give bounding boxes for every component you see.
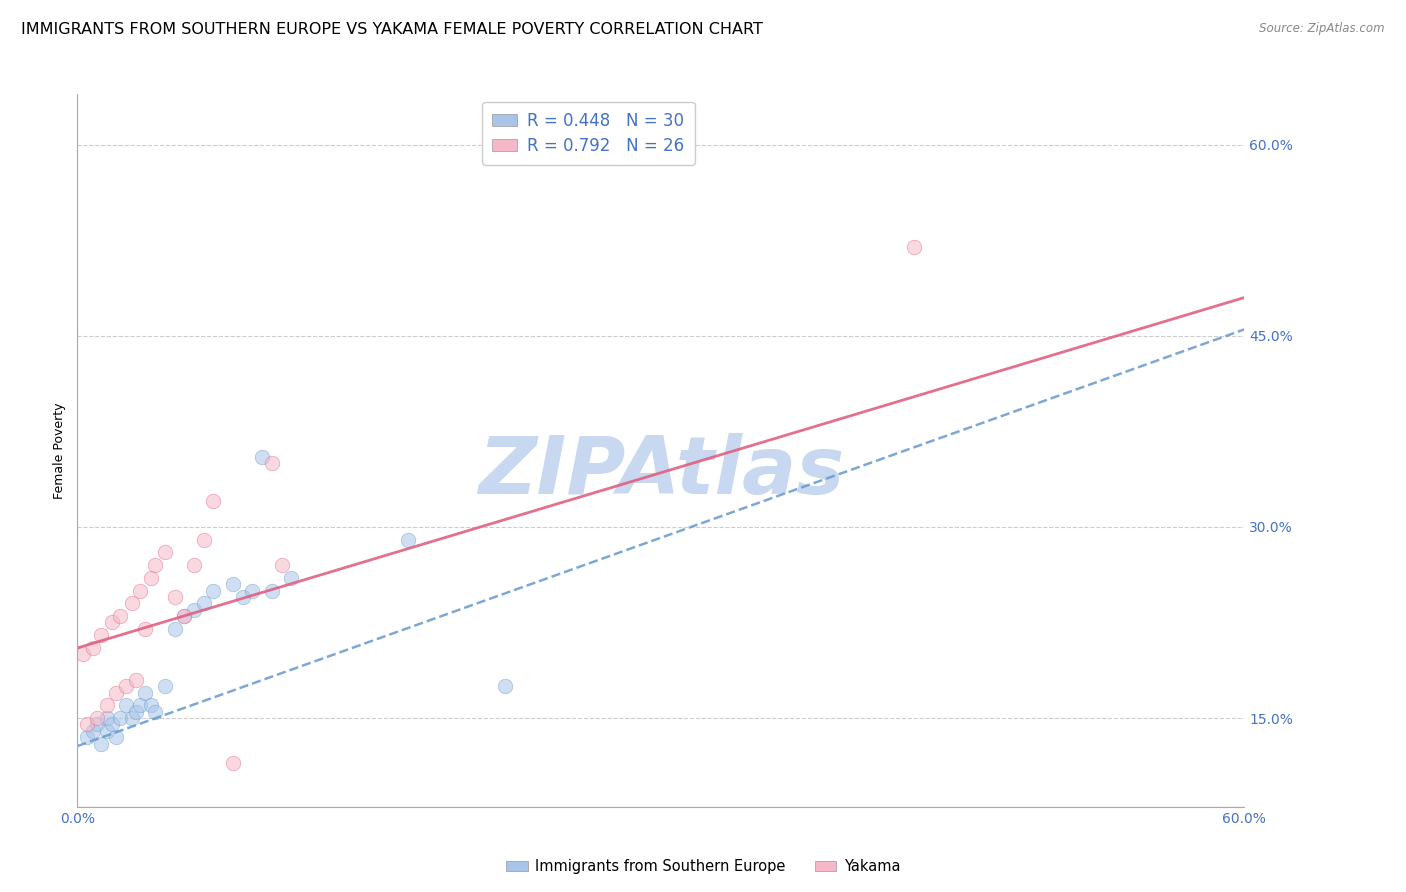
Point: [108, 609, 131, 624]
Point: [90, 737, 112, 751]
Point: [86, 717, 108, 731]
Point: [105, 685, 128, 699]
Point: [250, 450, 273, 464]
Point: [143, 558, 166, 573]
Point: [121, 711, 143, 725]
Text: ZIPAtlas: ZIPAtlas: [478, 433, 844, 511]
Y-axis label: Female Poverty: Female Poverty: [53, 402, 66, 499]
Point: [232, 590, 254, 604]
Point: [115, 698, 138, 713]
Point: [396, 533, 419, 547]
Point: [270, 558, 292, 573]
Point: [115, 679, 138, 693]
Point: [134, 685, 156, 699]
Point: [260, 583, 283, 598]
Point: [222, 577, 245, 591]
Point: [124, 673, 148, 687]
Point: [82, 723, 104, 738]
Point: [128, 698, 150, 713]
Point: [141, 698, 163, 713]
Point: [90, 628, 112, 642]
Point: [173, 609, 195, 624]
Point: [101, 717, 124, 731]
Point: [128, 583, 150, 598]
Point: [96, 723, 118, 738]
Point: [124, 705, 148, 719]
Point: [121, 596, 143, 610]
Point: [193, 596, 215, 610]
Point: [242, 583, 264, 598]
Point: [101, 615, 124, 630]
Legend: R = 0.448   N = 30, R = 0.792   N = 26: R = 0.448 N = 30, R = 0.792 N = 26: [482, 102, 695, 165]
Text: Source: ZipAtlas.com: Source: ZipAtlas.com: [1260, 22, 1385, 36]
Point: [280, 571, 302, 585]
Point: [72, 648, 94, 662]
Point: [173, 609, 195, 624]
Point: [153, 679, 176, 693]
Point: [153, 545, 176, 559]
Point: [86, 711, 108, 725]
Point: [143, 705, 166, 719]
Point: [903, 239, 925, 253]
Point: [202, 494, 225, 508]
Point: [96, 711, 118, 725]
Point: [163, 622, 186, 636]
Point: [183, 558, 205, 573]
Point: [96, 698, 118, 713]
Point: [105, 730, 128, 744]
Point: [108, 711, 131, 725]
Point: [76, 717, 98, 731]
Point: [183, 603, 205, 617]
Point: [82, 640, 104, 655]
Point: [202, 583, 225, 598]
Point: [76, 730, 98, 744]
Point: [222, 756, 245, 770]
Point: [141, 571, 163, 585]
Legend: Immigrants from Southern Europe, Yakama: Immigrants from Southern Europe, Yakama: [501, 854, 905, 880]
Point: [494, 679, 516, 693]
Point: [193, 533, 215, 547]
Text: IMMIGRANTS FROM SOUTHERN EUROPE VS YAKAMA FEMALE POVERTY CORRELATION CHART: IMMIGRANTS FROM SOUTHERN EUROPE VS YAKAM…: [21, 22, 763, 37]
Point: [134, 622, 156, 636]
Point: [163, 590, 186, 604]
Point: [260, 456, 283, 470]
